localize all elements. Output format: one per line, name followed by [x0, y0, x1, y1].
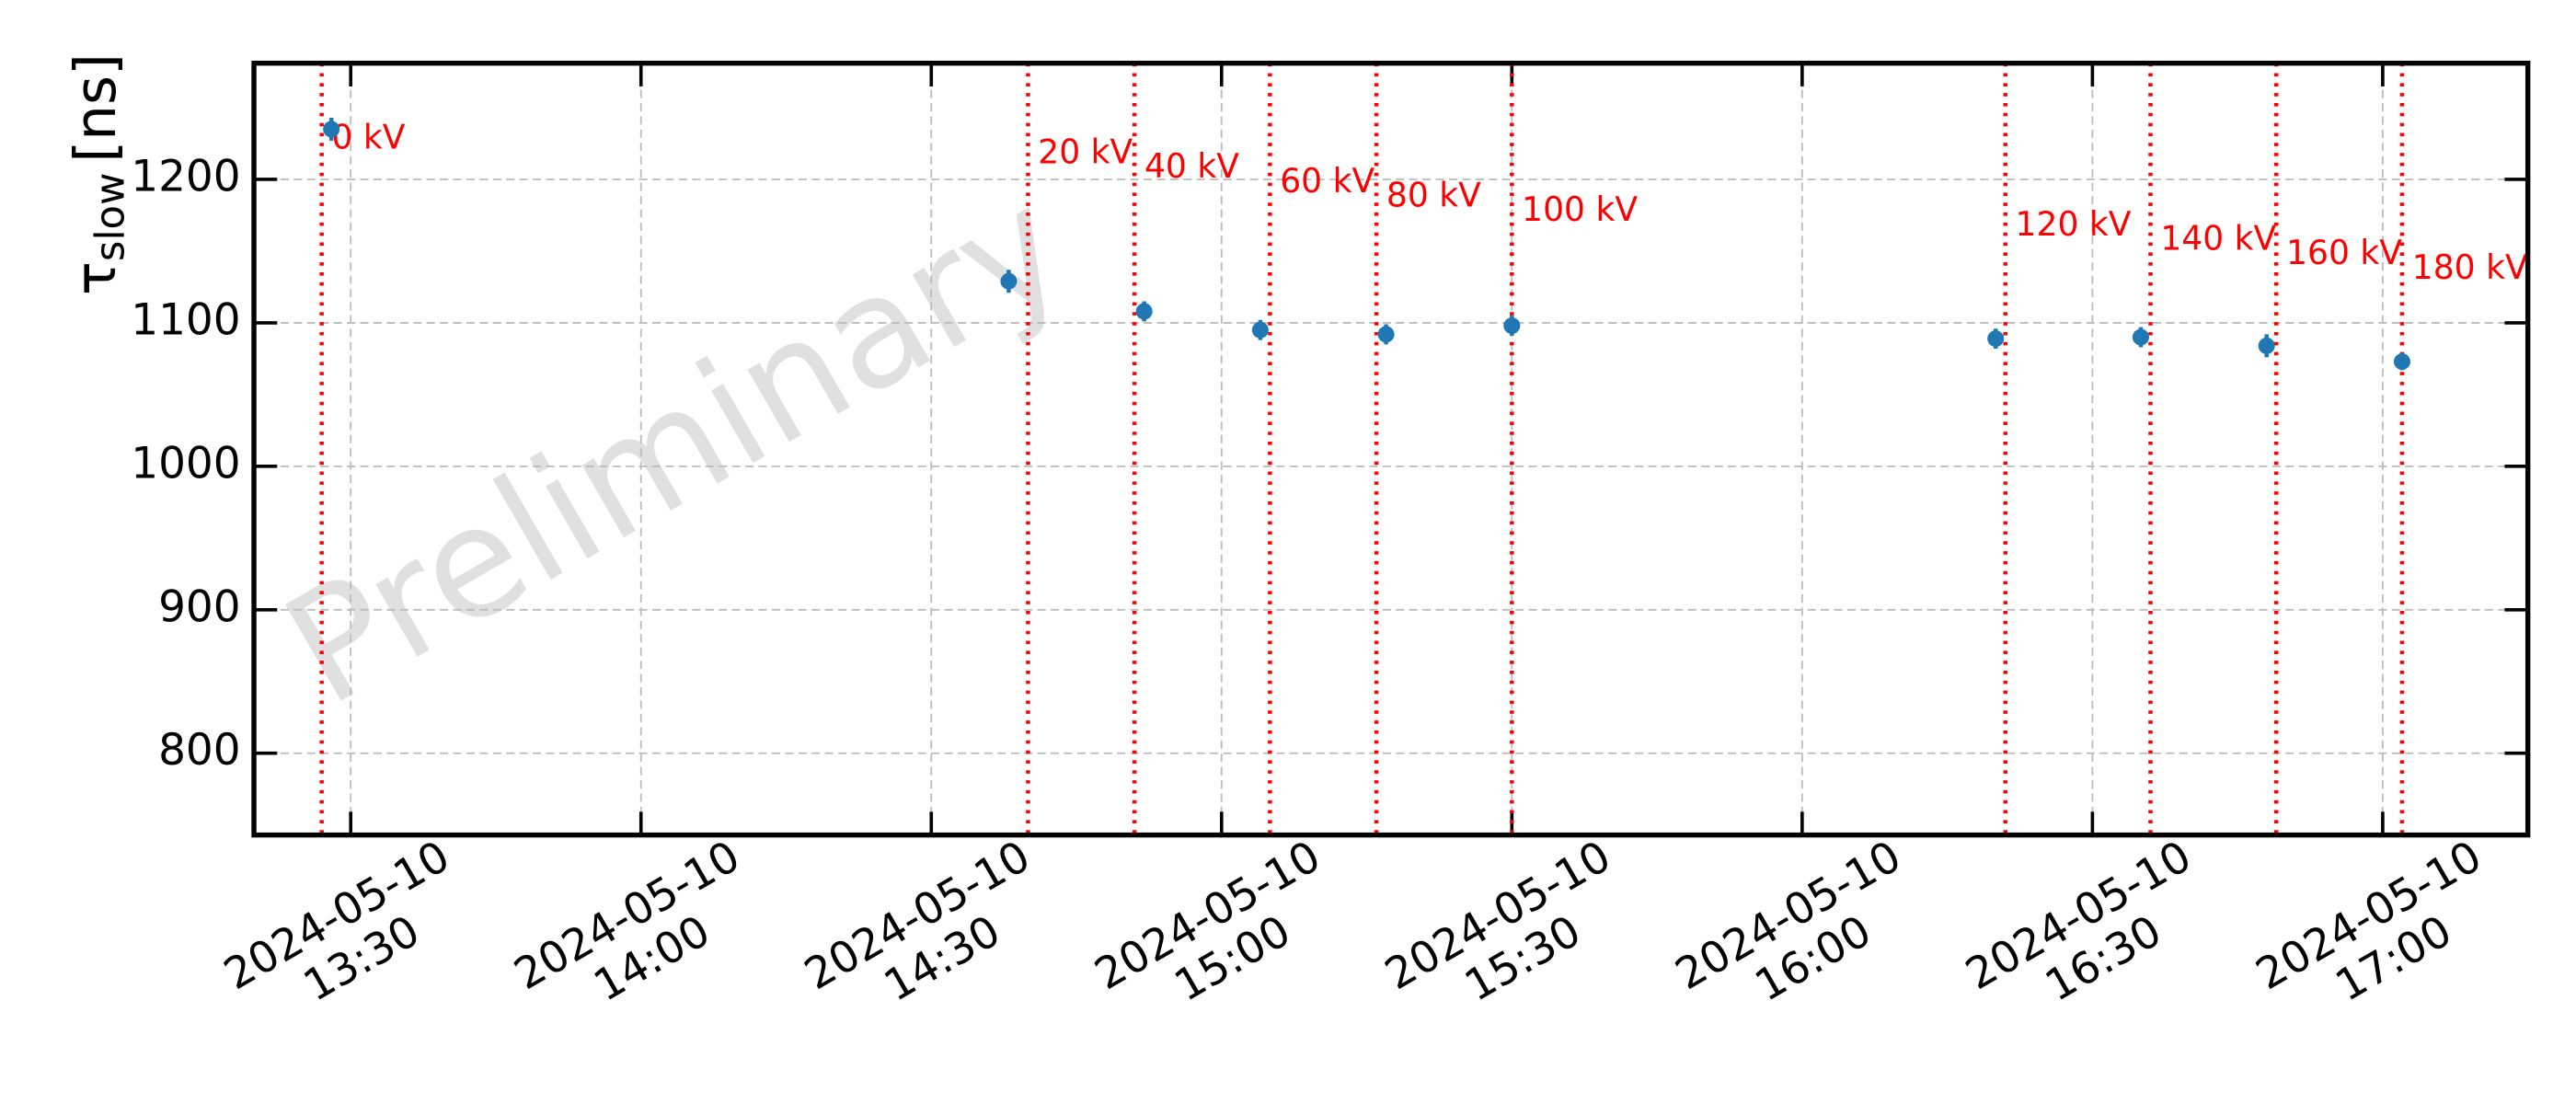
voltage-label: 0 kV	[331, 119, 405, 157]
data-point	[1251, 321, 1269, 339]
y-tick-label: 1000	[131, 438, 240, 489]
data-point	[1377, 326, 1395, 343]
voltage-label: 60 kV	[1280, 162, 1374, 201]
voltage-label: 120 kV	[2016, 205, 2132, 244]
y-tick-label: 800	[158, 725, 241, 776]
plot-frame	[251, 60, 2531, 838]
voltage-label: 20 kV	[1038, 132, 1133, 171]
voltage-label: 40 kV	[1144, 147, 1239, 186]
data-point	[2258, 337, 2275, 354]
data-point	[2132, 328, 2149, 346]
data-point	[323, 121, 340, 138]
data-point	[2393, 353, 2410, 371]
voltage-label: 100 kV	[1522, 190, 1638, 229]
y-tick-label: 1200	[131, 151, 240, 201]
voltage-label: 160 kV	[2286, 234, 2402, 272]
watermark: Preliminary	[258, 155, 1093, 741]
y-label-unit: [ns]	[63, 53, 129, 163]
voltage-label: 80 kV	[1386, 176, 1481, 214]
data-point	[1503, 317, 1521, 335]
y-tick-label: 900	[158, 581, 241, 632]
y-label-symbol: τ	[63, 261, 129, 295]
y-label-subscript: slow	[87, 173, 133, 261]
data-point	[1000, 272, 1018, 290]
voltage-label: 180 kV	[2412, 248, 2528, 287]
y-tick-label: 1100	[131, 294, 240, 345]
data-point	[1987, 330, 2005, 348]
voltage-label: 140 kV	[2160, 220, 2276, 259]
y-axis-label: τslow [ns]	[63, 53, 133, 295]
data-point	[1135, 303, 1153, 320]
